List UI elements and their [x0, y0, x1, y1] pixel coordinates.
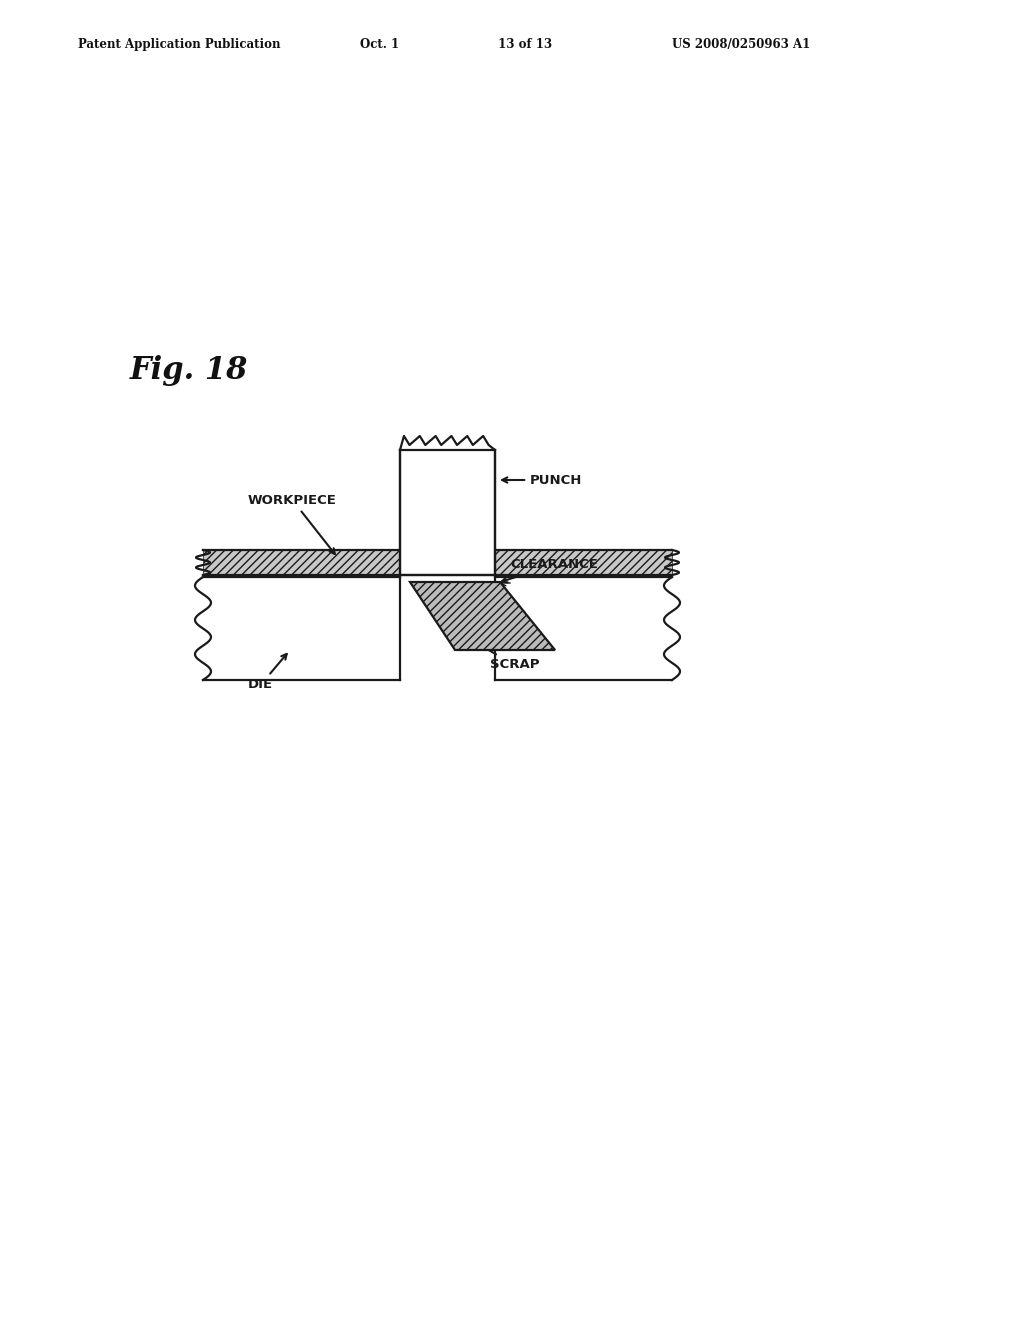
Polygon shape: [203, 550, 400, 576]
Text: WORKPIECE: WORKPIECE: [248, 494, 337, 554]
Text: CLEARANCE: CLEARANCE: [502, 558, 598, 582]
Text: DIE: DIE: [248, 653, 287, 692]
Polygon shape: [195, 577, 400, 680]
Polygon shape: [400, 450, 495, 576]
Polygon shape: [410, 582, 555, 649]
Text: Fig. 18: Fig. 18: [130, 355, 249, 385]
Text: Patent Application Publication: Patent Application Publication: [78, 38, 281, 51]
Polygon shape: [495, 577, 680, 680]
Text: SCRAP: SCRAP: [450, 627, 540, 672]
Text: PUNCH: PUNCH: [502, 474, 583, 487]
Text: Oct. 16, 2008  Sheet 13 of 13: Oct. 16, 2008 Sheet 13 of 13: [360, 38, 552, 51]
Polygon shape: [495, 550, 672, 576]
Text: US 2008/0250963 A1: US 2008/0250963 A1: [672, 38, 810, 51]
